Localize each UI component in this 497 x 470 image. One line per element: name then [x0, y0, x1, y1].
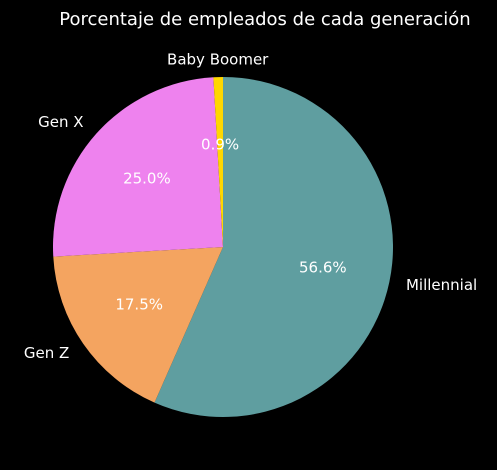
slice-label-gen-z: Gen Z: [24, 344, 69, 362]
pie-slice-gen-x: [52, 77, 223, 257]
slice-percent-gen-z: 17.5%: [115, 296, 163, 314]
pie-slice-gen-z: [53, 247, 224, 403]
slice-label-baby-boomer: Baby Boomer: [167, 51, 269, 69]
pie-labels: Millennial 56.6% Gen Z 17.5% Gen X 25.0% Baby …: [24, 51, 477, 362]
pie-slice-millennial: [154, 77, 394, 417]
slice-label-gen-x: Gen X: [38, 113, 83, 131]
slice-percent-millennial: 56.6%: [299, 258, 347, 276]
chart-title: Porcentaje de empleados de cada generaci…: [59, 9, 470, 30]
slice-percent-baby-boomer: 0.9%: [201, 136, 239, 154]
slice-percent-gen-x: 25.0%: [123, 170, 171, 188]
slice-label-millennial: Millennial: [406, 276, 477, 294]
pie-slices: [52, 77, 394, 417]
pie-slice-baby-boomer: [213, 77, 223, 247]
